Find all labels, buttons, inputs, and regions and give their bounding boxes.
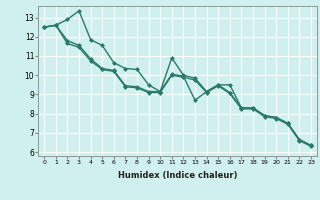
X-axis label: Humidex (Indice chaleur): Humidex (Indice chaleur) xyxy=(118,171,237,180)
